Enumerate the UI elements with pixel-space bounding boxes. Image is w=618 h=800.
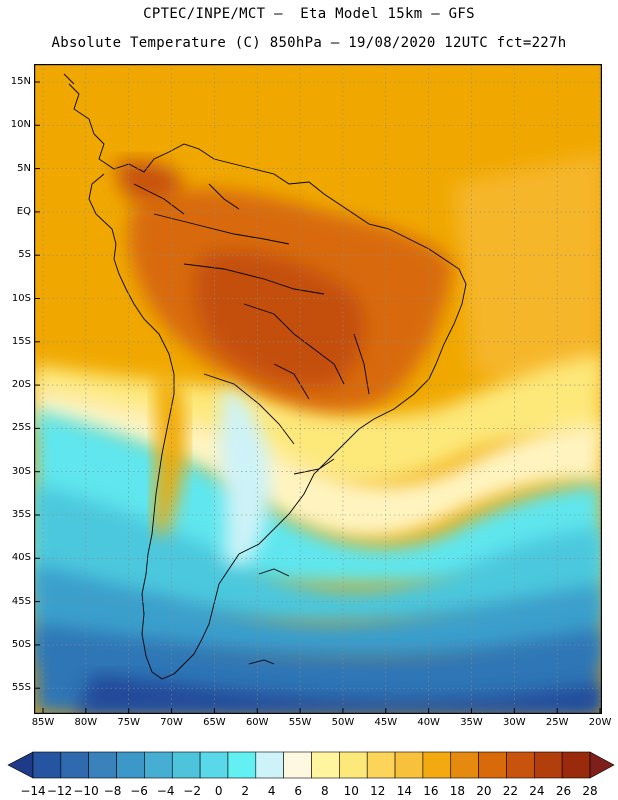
map-grid (34, 64, 602, 714)
colorbar-label: 12 (370, 784, 385, 798)
colorbar: −14 −12 −10 −8 −6 −4 −2 0 2 4 6 8 10 12 14 16 18 20 22 24 26… (7, 751, 615, 798)
lat-label: 50S (11, 638, 31, 650)
colorbar-label: 20 (476, 784, 491, 798)
lat-label: 40S (11, 552, 31, 564)
colorbar-label: −2 (183, 784, 201, 798)
lat-label: EQ (16, 205, 31, 217)
colorbar-swatch (227, 751, 257, 779)
lon-label: 60W (245, 717, 269, 728)
colorbar-swatch (32, 751, 62, 779)
temperature-field (34, 64, 602, 714)
colorbar-label: 28 (582, 784, 597, 798)
lon-label: 30W (503, 717, 526, 728)
temperature-map (34, 64, 602, 714)
colorbar-swatch (478, 751, 507, 779)
coastlines (63, 73, 467, 680)
colorbar-label: 16 (423, 784, 438, 798)
colorbar-label: −10 (73, 784, 98, 798)
lat-label: 15S (11, 335, 31, 347)
map-title-line1: CPTEC/INPE/MCT – Eta Model 15km – GFS (143, 6, 475, 22)
map-ticks (34, 81, 601, 714)
map-title-line2: Absolute Temperature (C) 850hPa – 19/08/… (51, 35, 567, 51)
colorbar-swatch (506, 751, 535, 779)
colorbar-swatch (88, 751, 117, 779)
colorbar-label: 22 (503, 784, 518, 798)
colorbar-swatch (450, 751, 479, 779)
lat-label: 20S (11, 379, 31, 391)
lon-label: 50W (331, 717, 355, 728)
colorbar-label: 8 (321, 784, 329, 798)
lon-label: 55W (288, 717, 312, 728)
colorbar-swatch (255, 751, 284, 779)
lat-label: 25S (11, 422, 31, 434)
colorbar-swatch (283, 751, 312, 779)
colorbar-label: 6 (294, 784, 302, 798)
colorbar-swatch (311, 751, 340, 779)
colorbar-label: 24 (529, 784, 544, 798)
lat-label: 30S (11, 465, 31, 477)
lon-label: 35W (460, 717, 483, 728)
colorbar-label: 0 (215, 784, 223, 798)
lat-label: 5N (17, 162, 31, 174)
lon-label: 70W (160, 717, 183, 728)
colorbar-swatch (116, 751, 145, 779)
lat-label: 5S (18, 249, 31, 261)
colorbar-swatch (171, 751, 201, 779)
colorbar-label: −6 (130, 784, 148, 798)
colorbar-label: 14 (397, 784, 412, 798)
colorbar-label: −12 (47, 784, 72, 798)
colorbar-label: −8 (104, 784, 122, 798)
colorbar-swatch (199, 751, 229, 779)
colorbar-label: 2 (241, 784, 249, 798)
colorbar-swatch (60, 751, 89, 779)
colorbar-label: 26 (556, 784, 571, 798)
colorbar-label: 10 (344, 784, 359, 798)
lon-label: 75W (117, 717, 140, 728)
colorbar-label: 18 (450, 784, 465, 798)
colorbar-swatch (366, 751, 396, 779)
lon-label: 45W (374, 717, 398, 728)
colorbar-swatch (339, 751, 368, 779)
lat-label: 15N (10, 76, 31, 87)
lon-label: 80W (74, 717, 98, 728)
colorbar-swatch (589, 751, 615, 779)
lat-label: 45S (11, 595, 31, 607)
lon-label: 40W (417, 717, 440, 728)
lon-label: 25W (545, 717, 569, 728)
lat-label: 10S (11, 292, 31, 304)
colorbar-label: −14 (20, 784, 45, 798)
lon-label: 20W (588, 717, 612, 728)
colorbar-swatch (144, 751, 173, 779)
colorbar-label: 4 (268, 784, 276, 798)
lon-label: 65W (203, 717, 226, 728)
colorbar-swatch (422, 751, 452, 779)
map-border (34, 64, 602, 714)
lon-label: 85W (31, 717, 55, 728)
colorbar-label: −4 (157, 784, 175, 798)
colorbar-swatch (7, 751, 34, 779)
lat-label: 55S (11, 682, 31, 694)
colorbar-swatch (394, 751, 424, 779)
lat-label: 10N (10, 119, 31, 131)
lat-label: 35S (11, 509, 31, 520)
colorbar-swatch (561, 751, 591, 779)
colorbar-swatch (533, 751, 563, 779)
